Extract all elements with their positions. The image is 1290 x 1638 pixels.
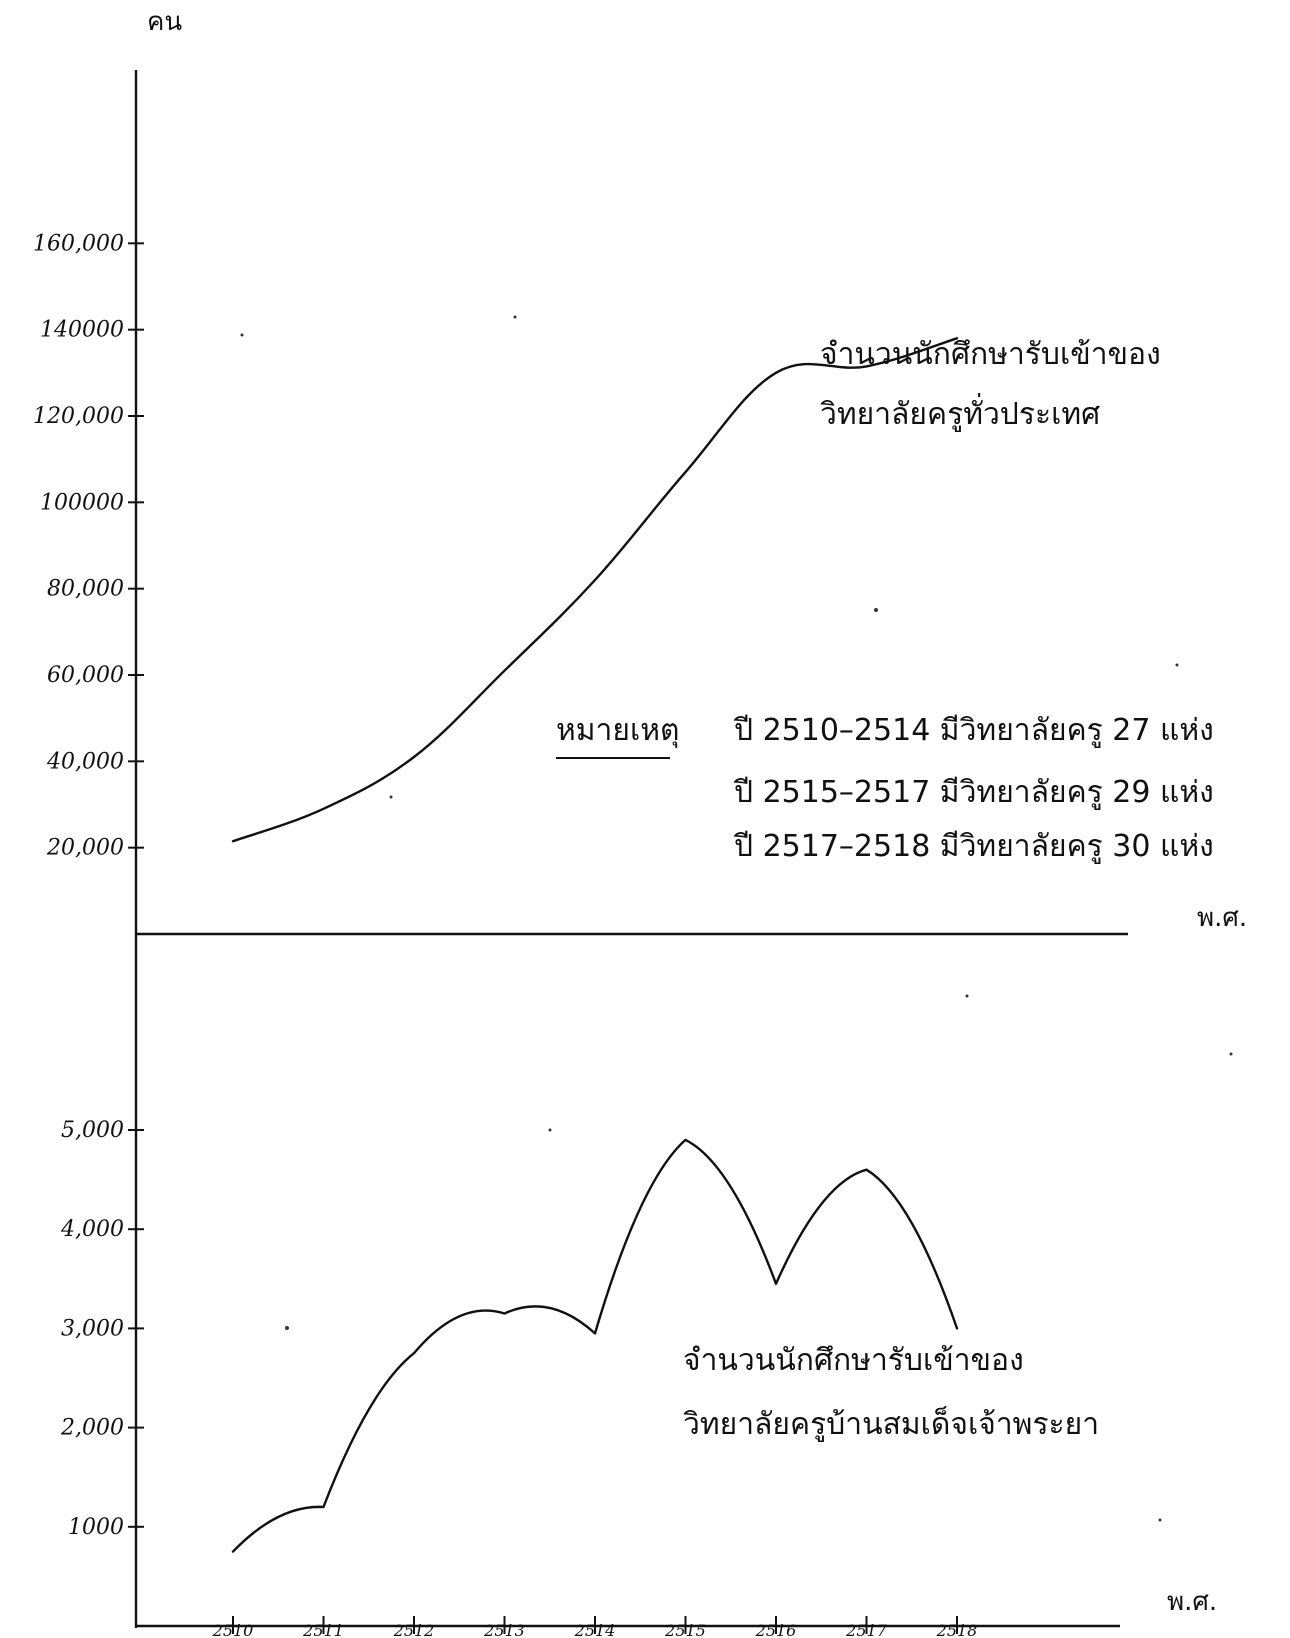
lower-y-tick-label: 1000 [68, 1515, 124, 1540]
lower-series-label-line2: วิทยาลัยครูบ้านสมเด็จเจ้าพระยา [683, 1405, 1099, 1442]
note-line-2: ปี 2515–2517 มีวิทยาลัยครู 29 แห่ง [733, 775, 1214, 810]
lower-y-ticks: 5,000 4,000 3,000 2,000 1000 [60, 1118, 144, 1540]
lower-x-axis-label: พ.ศ. [1167, 1587, 1217, 1617]
upper-y-tick-label: 120,000 [33, 404, 124, 429]
x-tick-label: 2517 [845, 1621, 888, 1638]
upper-series-label-line2: วิทยาลัยครูทั่วประเทศ [820, 393, 1100, 432]
x-tick-label: 2510 [212, 1621, 254, 1638]
lower-y-tick-label: 3,000 [61, 1316, 124, 1341]
lower-y-tick-label: 4,000 [60, 1217, 124, 1242]
upper-y-tick-label: 60,000 [47, 663, 124, 688]
x-tick-label: 2518 [936, 1621, 978, 1638]
upper-series-line [231, 337, 959, 843]
x-tick-label: 2511 [302, 1621, 344, 1638]
upper-x-axis-label: พ.ศ. [1197, 903, 1247, 933]
x-ticks: 2510 2511 2512 2513 2514 2515 2516 2517 2518 [212, 1616, 978, 1638]
lower-y-tick-label: 5,000 [61, 1118, 124, 1143]
upper-y-tick-label: 140000 [40, 318, 124, 343]
x-tick-label: 2516 [755, 1621, 797, 1638]
x-tick-label: 2513 [483, 1621, 525, 1638]
note-label: หมายเหตุ [556, 713, 680, 749]
upper-y-tick-label: 40,000 [46, 749, 124, 774]
x-tick-label: 2515 [664, 1621, 706, 1638]
upper-y-ticks: 160,000 140000 120,000 100000 80,000 60,000 40… [33, 231, 144, 861]
lower-series-line [231, 1138, 959, 1553]
upper-y-tick-label: 160,000 [33, 231, 124, 256]
scan-specks [240, 315, 1233, 1522]
lower-y-tick-label: 2,000 [60, 1416, 124, 1441]
upper-y-tick-label: 20,000 [46, 836, 124, 861]
note-line-3: ปี 2517–2518 มีวิทยาลัยครู 30 แห่ง [733, 829, 1214, 864]
note-line-1: ปี 2510–2514 มีวิทยาลัยครู 27 แห่ง [733, 713, 1214, 748]
x-tick-label: 2514 [574, 1621, 616, 1638]
upper-y-axis-label: คน [147, 7, 182, 37]
upper-series-label-line1: จำนวนนักศึกษารับเข้าของ [820, 337, 1161, 372]
lower-series-label-line1: จำนวนนักศึกษารับเข้าของ [683, 1343, 1024, 1378]
upper-y-tick-label: 80,000 [47, 577, 124, 602]
upper-y-tick-label: 100000 [40, 490, 124, 515]
x-tick-label: 2512 [393, 1621, 435, 1638]
